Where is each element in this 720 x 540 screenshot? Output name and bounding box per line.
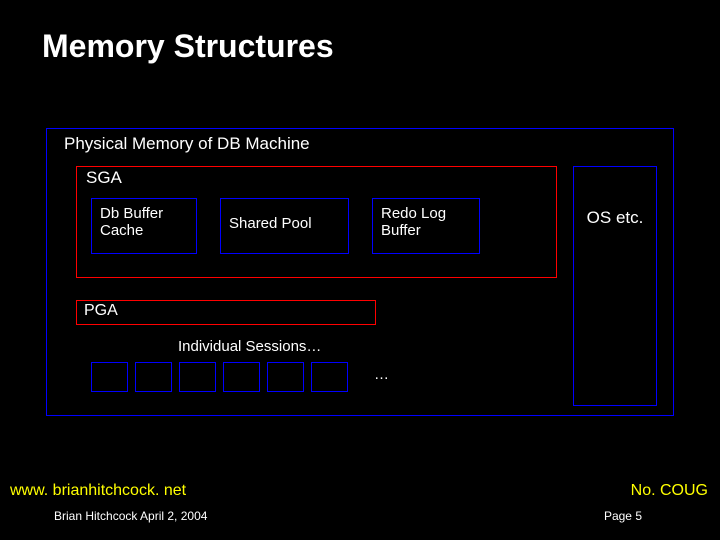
- db-buffer-cache-box: Db Buffer Cache: [91, 198, 197, 254]
- session-box: [267, 362, 304, 392]
- shared-pool-box: Shared Pool: [220, 198, 349, 254]
- footer-url: www. brianhitchcock. net: [10, 482, 186, 500]
- footer-page: Page 5: [604, 509, 642, 523]
- physical-memory-label: Physical Memory of DB Machine: [62, 134, 312, 154]
- redo-log-buffer-box: Redo Log Buffer: [372, 198, 480, 254]
- sga-label: SGA: [84, 168, 128, 188]
- sessions-label: Individual Sessions…: [178, 338, 321, 355]
- sessions-ellipsis: …: [374, 366, 389, 383]
- slide-title: Memory Structures: [42, 28, 334, 65]
- footer-org: No. COUG: [631, 482, 708, 500]
- session-box: [179, 362, 216, 392]
- session-box: [91, 362, 128, 392]
- os-box: [573, 166, 657, 406]
- footer-author: Brian Hitchcock April 2, 2004: [54, 509, 207, 523]
- pga-box: [76, 300, 376, 325]
- session-box: [135, 362, 172, 392]
- pga-label: PGA: [82, 302, 120, 320]
- session-box: [223, 362, 260, 392]
- os-label: OS etc.: [582, 208, 648, 228]
- session-box: [311, 362, 348, 392]
- session-boxes-row: [91, 362, 348, 392]
